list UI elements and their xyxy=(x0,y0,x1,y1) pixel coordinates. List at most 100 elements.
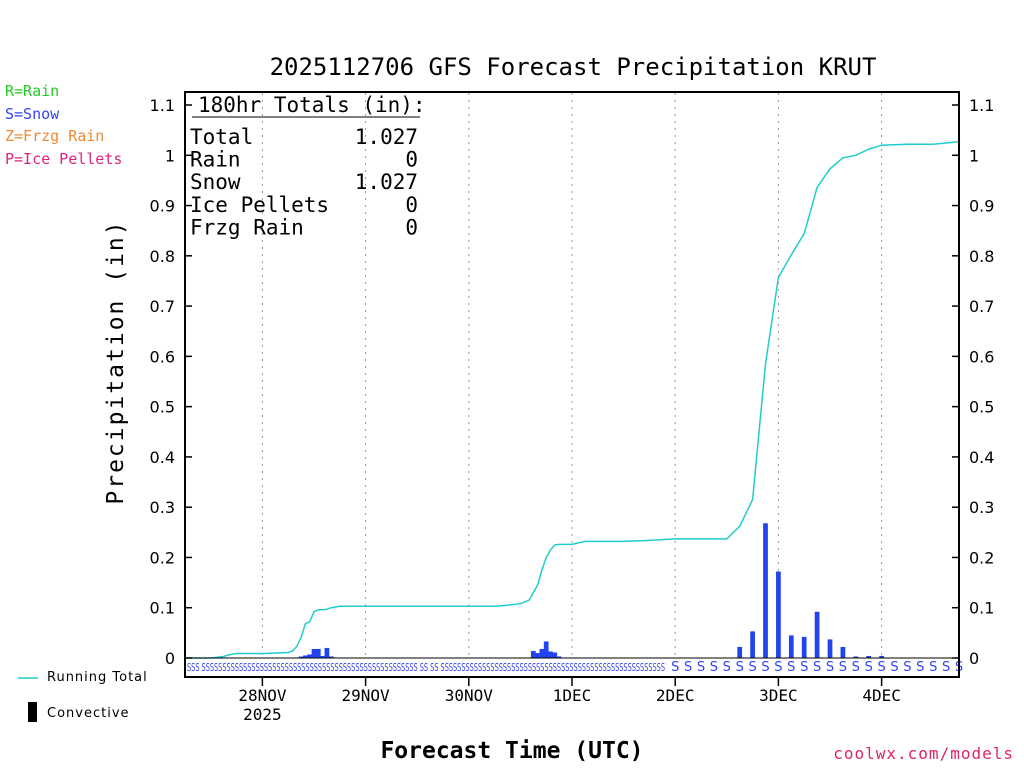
ptype-symbol: S xyxy=(826,660,834,675)
y-tick-label-right: 1 xyxy=(969,146,979,165)
y-tick-label: 0.1 xyxy=(150,599,175,618)
y-tick-label-right: 0.3 xyxy=(969,498,994,517)
precip-bar xyxy=(530,650,536,658)
precip-bar xyxy=(788,635,794,658)
x-tick-label: 2DEC xyxy=(656,686,695,705)
y-tick-label-right: 1.1 xyxy=(969,96,994,115)
ptype-symbol: S xyxy=(710,660,718,675)
ptype-symbol: S xyxy=(697,660,705,675)
precip-bar xyxy=(552,652,558,658)
y-tick-label-right: 0.9 xyxy=(969,197,994,216)
precip-bar xyxy=(320,655,325,658)
chart-title: 2025112706 GFS Forecast Precipitation KR… xyxy=(270,53,877,81)
y-tick-label: 1 xyxy=(165,146,175,165)
totals-header: 180hr Totals (in): xyxy=(198,93,426,117)
y-tick-label: 0.6 xyxy=(150,347,175,366)
grid-lines xyxy=(261,93,883,658)
ptype-symbol: S xyxy=(916,660,924,675)
x-tick-label: 4DEC xyxy=(862,686,901,705)
precip-bar xyxy=(315,648,321,658)
y-tick-label-right: 0.1 xyxy=(969,599,994,618)
precip-bar xyxy=(556,656,562,658)
ptype-symbol: S xyxy=(671,660,679,675)
totals-row-value: 1.027 xyxy=(355,125,418,149)
x-tick-sublabel: 2025 xyxy=(243,705,282,724)
y-tick-label: 0.7 xyxy=(150,297,175,316)
y-tick-label-right: 0.2 xyxy=(969,548,994,567)
y-tick-label-right: 0.8 xyxy=(969,247,994,266)
precip-bar xyxy=(548,651,553,658)
y-tick-label-right: 0.5 xyxy=(969,398,994,417)
precip-bars xyxy=(298,523,884,658)
precip-type-legend-item: P=Ice Pellets xyxy=(5,149,123,168)
x-tick-label: 29NOV xyxy=(342,686,391,705)
precip-bar xyxy=(303,655,308,658)
precip-bar xyxy=(750,631,755,658)
precip-type-legend-item: S=Snow xyxy=(5,104,60,123)
ptype-symbol: S xyxy=(942,660,950,675)
precip-type-legend-item: R=Rain xyxy=(5,82,60,100)
precip-bar xyxy=(737,646,743,658)
precip-bar xyxy=(853,656,859,658)
ptype-symbol: S xyxy=(890,660,898,675)
y-tick-label-right: 0.7 xyxy=(969,297,994,316)
ptype-symbol: S xyxy=(903,660,911,675)
precip-bar xyxy=(328,656,334,658)
totals-row-label: Ice Pellets xyxy=(190,193,329,217)
totals-row-label: Frzg Rain xyxy=(190,215,304,239)
ptype-symbol: S xyxy=(723,660,731,675)
y-tick-label: 0.4 xyxy=(150,448,175,467)
precip-bar xyxy=(539,648,545,658)
totals-row-value: 0 xyxy=(405,193,418,217)
ptype-symbol: S xyxy=(877,660,885,675)
precip-bar xyxy=(763,523,768,658)
totals-row-label: Snow xyxy=(190,170,241,194)
running-total-line-group xyxy=(185,140,960,659)
y-tick-label-right: 0.6 xyxy=(969,347,994,366)
totals-row-label: Total xyxy=(190,125,253,149)
precip-bar xyxy=(866,655,872,658)
ptype-symbol: S xyxy=(736,660,744,675)
precip-bar xyxy=(879,655,884,658)
ptype-symbol: S xyxy=(800,660,808,675)
plot-frame xyxy=(184,91,960,678)
precip-bar xyxy=(801,636,807,658)
x-tick-label: 28NOV xyxy=(238,686,287,705)
convective-legend-swatch xyxy=(28,702,37,722)
precip-bar xyxy=(307,654,313,658)
totals-row-label: Rain xyxy=(190,148,241,172)
precip-bar xyxy=(814,611,820,658)
ptype-symbol: S xyxy=(929,660,937,675)
running-total-legend-label: Running Total xyxy=(47,670,148,685)
ptype-symbol: S xyxy=(774,660,782,675)
ptype-symbol: S xyxy=(813,660,821,675)
running-total-line xyxy=(185,140,960,659)
ptype-symbol: S xyxy=(684,660,692,675)
y-tick-label: 1.1 xyxy=(150,96,175,115)
ptype-symbols-dense: SSS SSSSSSSSSSSSSSSSSSSSSSSSSSSSSSSSSSSS… xyxy=(187,661,665,674)
y-tick-label: 0.8 xyxy=(150,247,175,266)
precip-type-row: SSS SSSSSSSSSSSSSSSSSSSSSSSSSSSSSSSSSSSS… xyxy=(187,660,963,675)
y-axis-ticks: 0 00.1 0.10.2 0.20.3 0.30.4 0.40.5 0.50.6 0.60.… xyxy=(150,96,995,668)
ptype-symbol: S xyxy=(852,660,860,675)
y-axis-label: Precipitation (in) xyxy=(103,219,129,504)
ptype-symbol: S xyxy=(839,660,847,675)
precip-bar xyxy=(543,641,549,658)
precip-bar xyxy=(311,648,317,658)
x-tick-label: 30NOV xyxy=(445,686,494,705)
y-tick-label: 0.3 xyxy=(150,498,175,517)
x-tick-label: 3DEC xyxy=(759,686,798,705)
precip-type-legend-item: Z=Frzg Rain xyxy=(5,127,105,145)
credit-link[interactable]: coolwx.com/models xyxy=(833,744,1014,763)
precip-bar xyxy=(840,646,846,658)
precip-bar xyxy=(776,571,781,658)
totals-row-value: 0 xyxy=(405,148,418,172)
totals-row-value: 0 xyxy=(405,215,418,239)
precip-bar xyxy=(535,652,540,658)
ptype-symbol: S xyxy=(748,660,756,675)
totals-box: 180hr Totals (in): Total 1.027 Rain 0 Snow 1.0… xyxy=(190,93,426,239)
ptype-symbol: S xyxy=(865,660,873,675)
y-tick-label: 0.9 xyxy=(150,197,175,216)
